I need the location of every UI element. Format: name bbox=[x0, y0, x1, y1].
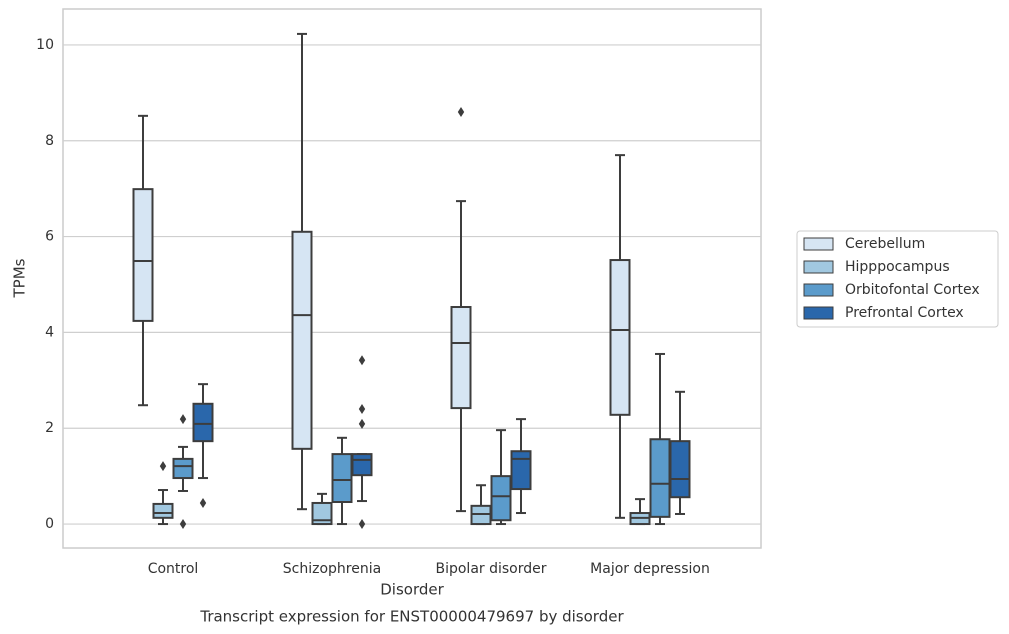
box bbox=[669, 440, 691, 499]
legend-swatch bbox=[803, 306, 834, 320]
box bbox=[649, 438, 671, 518]
y-axis-label: TPMs bbox=[11, 258, 29, 298]
legend-label: Cerebellum bbox=[845, 236, 925, 252]
y-tick-label: 0 bbox=[45, 516, 54, 532]
legend-label: Prefrontal Cortex bbox=[845, 305, 964, 321]
chart-title: Transcript expression for ENST0000047969… bbox=[199, 608, 624, 626]
outlier bbox=[358, 418, 366, 429]
plot-frame bbox=[62, 8, 762, 549]
outlier bbox=[159, 461, 167, 472]
y-tick-label: 10 bbox=[36, 37, 54, 53]
box bbox=[351, 453, 373, 477]
legend bbox=[796, 230, 999, 328]
box bbox=[450, 306, 472, 410]
y-tick-label: 6 bbox=[45, 229, 54, 245]
outlier bbox=[358, 355, 366, 366]
outlier bbox=[179, 519, 187, 530]
outlier bbox=[457, 107, 465, 118]
legend-swatch bbox=[803, 260, 834, 274]
x-tick-label: Schizophrenia bbox=[283, 561, 381, 577]
box bbox=[331, 453, 353, 504]
x-axis-label: Disorder bbox=[380, 581, 444, 599]
legend-label: Hipppocampus bbox=[845, 259, 950, 275]
y-tick-label: 4 bbox=[45, 324, 54, 340]
legend-swatch bbox=[803, 283, 834, 297]
box bbox=[192, 402, 214, 443]
y-tick-label: 8 bbox=[45, 133, 54, 149]
box bbox=[311, 501, 333, 526]
outlier bbox=[358, 404, 366, 415]
legend-label: Orbitofontal Cortex bbox=[845, 282, 980, 298]
box bbox=[510, 450, 532, 491]
outlier bbox=[199, 497, 207, 508]
box bbox=[152, 502, 174, 519]
box bbox=[132, 188, 154, 322]
outlier bbox=[358, 519, 366, 530]
x-tick-label: Control bbox=[148, 561, 199, 577]
outlier bbox=[179, 414, 187, 425]
box bbox=[291, 230, 313, 450]
x-tick-label: Major depression bbox=[590, 561, 710, 577]
box bbox=[490, 475, 512, 522]
box bbox=[172, 457, 194, 480]
x-tick-label: Bipolar disorder bbox=[435, 561, 546, 577]
box bbox=[609, 259, 631, 416]
legend-swatch bbox=[803, 237, 834, 251]
y-tick-label: 2 bbox=[45, 420, 54, 436]
